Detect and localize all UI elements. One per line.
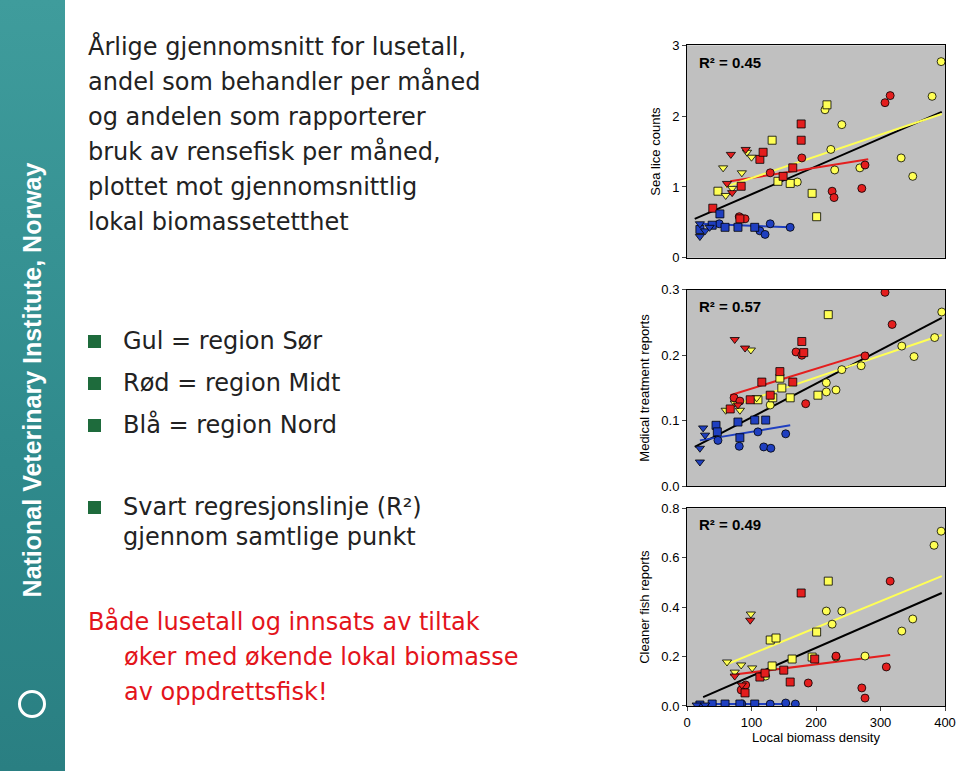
html-text:plottet mot gjennomsnittlig: plottet mot gjennomsnittlig <box>88 173 418 201</box>
html-text:National Veterinary Institute,: National Veterinary Institute, Norway <box>17 162 46 598</box>
svg-text:1: 1 <box>672 180 679 195</box>
svg-text:0.3: 0.3 <box>661 282 679 297</box>
svg-text:R² = 0.49: R² = 0.49 <box>699 516 761 533</box>
svg-text:0: 0 <box>683 715 690 730</box>
svg-text:Sea lice counts: Sea lice counts <box>648 107 663 196</box>
svg-text:0.8: 0.8 <box>661 501 679 516</box>
svg-text:100: 100 <box>741 715 763 730</box>
svg-text:0.2: 0.2 <box>661 348 679 363</box>
svg-text:2: 2 <box>672 109 679 124</box>
html-text:lokal biomassetetthet: lokal biomassetetthet <box>88 208 349 236</box>
html-text:gjennom samtlige punkt: gjennom samtlige punkt <box>123 523 416 551</box>
html-text:øker med økende lokal biomasse: øker med økende lokal biomasse <box>124 643 519 671</box>
svg-text:0.0: 0.0 <box>661 479 679 494</box>
svg-text:R² = 0.45: R² = 0.45 <box>699 54 761 71</box>
svg-text:R² = 0.57: R² = 0.57 <box>699 298 761 315</box>
svg-text:Local biomass density: Local biomass density <box>752 730 880 745</box>
html-text:Rød = region Midt: Rød = region Midt <box>123 369 341 397</box>
svg-text:0: 0 <box>672 250 679 265</box>
svg-text:3: 3 <box>672 38 679 53</box>
svg-text:Medical treatment reports: Medical treatment reports <box>637 314 652 462</box>
svg-text:400: 400 <box>934 715 956 730</box>
svg-text:0.4: 0.4 <box>661 600 679 615</box>
svg-text:0.0: 0.0 <box>661 699 679 714</box>
svg-text:200: 200 <box>805 715 827 730</box>
html-text:Både lusetall og innsats av ti: Både lusetall og innsats av tiltak <box>88 608 480 636</box>
html-text:bruk av rensefisk per måned,: bruk av rensefisk per måned, <box>88 138 441 166</box>
svg-text:0.6: 0.6 <box>661 550 679 565</box>
html-text:Gul = region Sør: Gul = region Sør <box>123 327 323 355</box>
svg-text:0.2: 0.2 <box>661 649 679 664</box>
html-text:andel som behandler per måned: andel som behandler per måned <box>88 68 481 96</box>
html-text:Blå = region Nord: Blå = region Nord <box>123 411 338 439</box>
svg-text:Cleaner fish reports: Cleaner fish reports <box>637 550 652 664</box>
svg-text:0.1: 0.1 <box>661 413 679 428</box>
html-text:Svart regresjonslinje (R²): Svart regresjonslinje (R²) <box>123 493 422 521</box>
html-text:og andelen som rapporterer: og andelen som rapporterer <box>88 103 426 131</box>
html-text:av oppdrettsfisk!: av oppdrettsfisk! <box>124 678 328 706</box>
svg-text:300: 300 <box>870 715 892 730</box>
html-text:Årlige gjennomsnitt for luseta: Årlige gjennomsnitt for lusetall, <box>88 33 467 61</box>
